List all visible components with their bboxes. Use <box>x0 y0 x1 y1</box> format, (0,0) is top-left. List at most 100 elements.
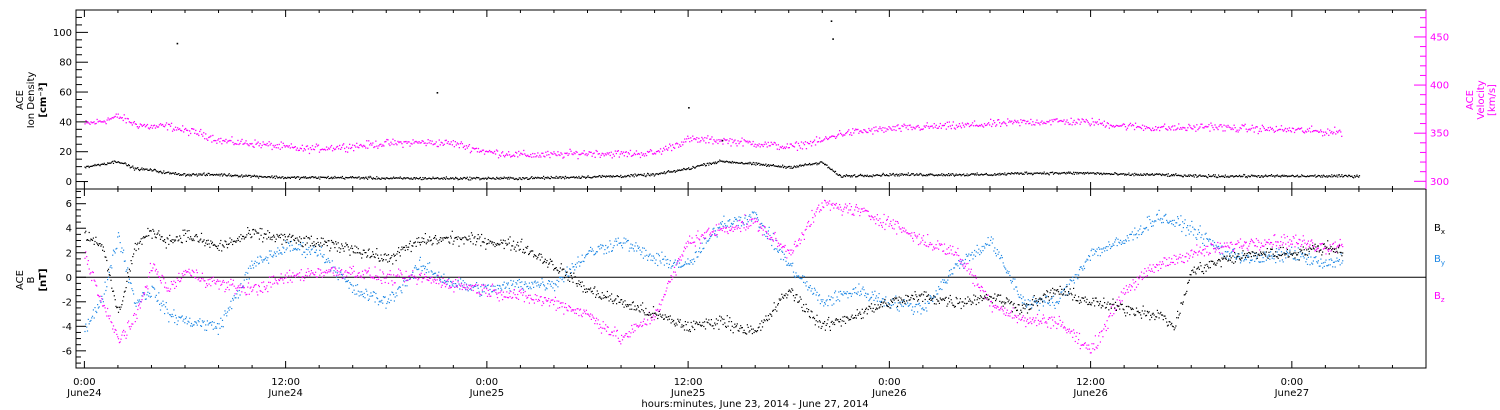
ion-density-point <box>1341 174 1343 176</box>
velocity-point <box>848 129 850 131</box>
by-point <box>174 314 177 316</box>
by-point <box>242 285 245 287</box>
by-point <box>1222 253 1224 255</box>
by-point <box>284 251 286 253</box>
ion-density-point <box>1027 172 1029 174</box>
by-point <box>106 286 108 288</box>
ion-density-point <box>653 175 655 177</box>
ion-density-point <box>1071 173 1073 175</box>
bz-point <box>515 296 517 299</box>
ion-density-point <box>997 173 999 175</box>
ion-density-point <box>246 175 248 177</box>
velocity-point <box>651 153 654 155</box>
velocity-point <box>1230 128 1232 131</box>
velocity-point <box>167 123 170 125</box>
velocity-point <box>1150 129 1152 131</box>
by-point <box>868 300 870 302</box>
bz-point <box>187 271 189 273</box>
by-point <box>216 327 218 329</box>
ion-density-point <box>704 165 707 167</box>
velocity-point <box>983 123 986 125</box>
bz-point <box>176 277 178 279</box>
velocity-point <box>737 140 739 142</box>
ion-density-point <box>943 173 945 175</box>
ion-density-point <box>978 174 980 176</box>
by-point <box>836 296 838 298</box>
ion-density-point <box>164 172 167 174</box>
bz-point <box>409 278 411 280</box>
bz-point <box>268 281 270 283</box>
velocity-point <box>506 153 508 155</box>
bz-point <box>123 334 125 337</box>
ion-density-point <box>445 176 447 178</box>
ion-density-point <box>438 178 440 180</box>
by-point <box>269 254 271 256</box>
by-point <box>735 218 737 220</box>
ion-density-point <box>585 177 587 179</box>
by-point <box>635 242 637 244</box>
by-point <box>805 285 807 287</box>
bz-point <box>174 287 176 289</box>
ion-density-point <box>950 174 952 176</box>
ion-density-point <box>984 173 986 175</box>
ion-density-outlier <box>436 92 439 94</box>
by-point <box>345 281 347 283</box>
ion-density-point <box>119 162 121 164</box>
ion-density-point <box>567 176 569 179</box>
velocity-point <box>735 142 737 145</box>
ion-density-point <box>1201 175 1203 177</box>
ion-density-point <box>642 174 644 176</box>
top-panel-frame <box>75 9 1427 190</box>
ion-density-point <box>407 177 409 179</box>
ion-density-point <box>323 176 325 178</box>
velocity-point <box>133 121 135 123</box>
velocity-point <box>1106 122 1108 124</box>
bz-point <box>404 277 406 279</box>
ion-density-point <box>1000 173 1003 175</box>
velocity-point <box>831 135 833 137</box>
velocity-point <box>975 124 978 126</box>
by-point <box>655 259 657 261</box>
by-point <box>453 283 455 285</box>
ion-density-point <box>382 177 384 179</box>
ion-density-point <box>831 168 833 170</box>
by-point <box>827 305 829 307</box>
ion-density-point <box>1096 172 1098 174</box>
by-point <box>1196 238 1198 240</box>
by-point <box>1335 260 1337 262</box>
ion-density-point <box>147 169 149 171</box>
velocity-point <box>869 129 871 132</box>
ion-density-point <box>1260 175 1262 177</box>
velocity-point <box>216 142 218 144</box>
velocity-point <box>882 127 884 129</box>
ion-density-point <box>761 164 763 166</box>
by-point <box>1010 282 1013 284</box>
ion-density-point <box>739 162 741 164</box>
by-point <box>1005 268 1007 270</box>
velocity-point <box>974 125 977 127</box>
bz-point <box>424 276 426 278</box>
ion-density-point <box>929 173 931 175</box>
ion-density-point <box>896 175 899 177</box>
ion-density-outlier <box>832 38 834 40</box>
velocity-point <box>107 117 109 119</box>
ion-density-point <box>690 168 692 170</box>
bz-point <box>91 271 94 273</box>
velocity-point <box>297 149 299 152</box>
velocity-point <box>460 141 462 143</box>
velocity-point <box>841 133 843 136</box>
velocity-point <box>266 142 268 145</box>
bz-point <box>245 294 247 296</box>
velocity-point <box>675 143 677 145</box>
velocity-point <box>925 125 927 127</box>
velocity-point <box>1253 131 1255 133</box>
ion-density-point <box>389 177 391 180</box>
by-point <box>175 317 177 319</box>
by-point <box>168 321 170 323</box>
by-point <box>452 285 454 287</box>
velocity-point <box>986 124 988 126</box>
by-point <box>1140 225 1142 227</box>
ion-density-point <box>1280 176 1282 178</box>
ion-density-point <box>1265 174 1267 176</box>
velocity-point <box>1000 125 1002 127</box>
